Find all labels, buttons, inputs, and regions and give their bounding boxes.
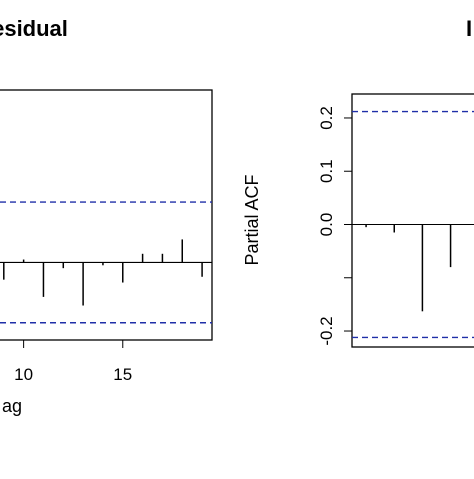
x-axis-label: ag (2, 396, 22, 416)
x-tick-label: 10 (14, 365, 33, 384)
panel-1: esidual 10 15 ag (0, 16, 213, 416)
plot-frame (0, 89, 213, 341)
y-tick-label: -0.2 (317, 316, 336, 345)
x-tick-label: 15 (113, 365, 132, 384)
plot-frame (351, 93, 474, 348)
y-tick-label: 0.1 (317, 159, 336, 183)
y-tick-label: 0.0 (317, 213, 336, 237)
y-tick-label: 0.2 (317, 106, 336, 130)
chart-title: I (466, 16, 472, 41)
y-axis-label: Partial ACF (242, 174, 262, 265)
chart-title: esidual (0, 16, 68, 41)
